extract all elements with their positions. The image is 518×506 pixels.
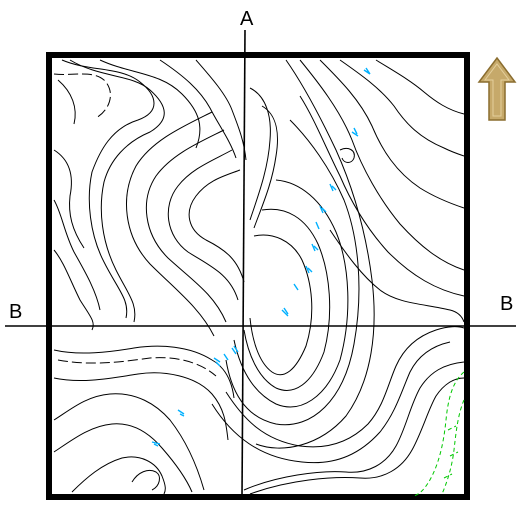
elevation-label <box>319 205 327 214</box>
dashed-contours <box>53 73 217 377</box>
section-line-a <box>241 29 246 498</box>
contour-line <box>339 59 465 157</box>
contour-line <box>249 234 313 376</box>
section-label-a: A <box>240 8 254 30</box>
contour-line <box>243 361 465 491</box>
green-tick <box>443 425 459 479</box>
green-contour <box>413 371 465 497</box>
elevation-label <box>213 357 221 367</box>
contour-line <box>243 208 331 391</box>
elevation-label <box>305 265 313 274</box>
section-label-b-left: B <box>9 301 22 323</box>
contour-line <box>299 59 465 271</box>
contour-line <box>249 87 271 221</box>
elevation-label <box>231 345 239 355</box>
contour-line <box>188 169 245 283</box>
contour-line <box>225 326 465 448</box>
elevation-label <box>151 441 161 447</box>
contour-line <box>53 372 229 441</box>
contour-line <box>167 149 239 301</box>
dashed-contour <box>57 357 217 377</box>
up-arrow-shadow <box>484 63 510 117</box>
elevation-labels <box>151 67 371 447</box>
elevation-label <box>363 67 371 75</box>
elevation-label <box>281 307 289 317</box>
contour-line <box>249 377 465 495</box>
contour-line <box>211 341 451 464</box>
contour-line <box>53 345 235 399</box>
elevation-label <box>223 353 229 361</box>
green-contour <box>441 399 465 495</box>
contour-line <box>126 111 215 337</box>
elevation-label <box>329 183 337 192</box>
elevation-label <box>177 409 185 417</box>
contour-line <box>329 229 465 323</box>
elevation-label <box>293 283 299 291</box>
contour-line <box>145 129 227 323</box>
contour-line <box>71 456 166 495</box>
contour-line <box>195 59 247 161</box>
section-label-b-right: B <box>500 293 513 315</box>
contour-line <box>131 469 160 491</box>
contour-line <box>159 59 237 159</box>
dashed-contour <box>53 73 111 119</box>
contour-line <box>53 199 101 311</box>
contour-line <box>225 119 360 426</box>
contour-line <box>375 59 465 115</box>
contour-line <box>319 59 465 209</box>
contour-line <box>53 393 205 491</box>
contour-lines <box>53 59 465 495</box>
contour-line <box>339 147 355 163</box>
contour-line <box>255 59 375 449</box>
contour-line <box>57 79 76 125</box>
contour-line <box>69 59 165 323</box>
green-contours <box>413 371 465 497</box>
elevation-label <box>351 127 359 137</box>
contour-line <box>61 59 155 319</box>
contour-line <box>253 105 278 229</box>
up-arrow-icon <box>477 56 517 121</box>
elevation-label <box>315 221 320 230</box>
contour-line <box>53 249 94 331</box>
elevation-label <box>311 243 319 252</box>
contour-line <box>299 95 465 297</box>
contour-line <box>53 423 193 493</box>
contour-line <box>99 59 201 149</box>
north-arrow <box>477 56 517 121</box>
contour-line <box>53 149 85 249</box>
